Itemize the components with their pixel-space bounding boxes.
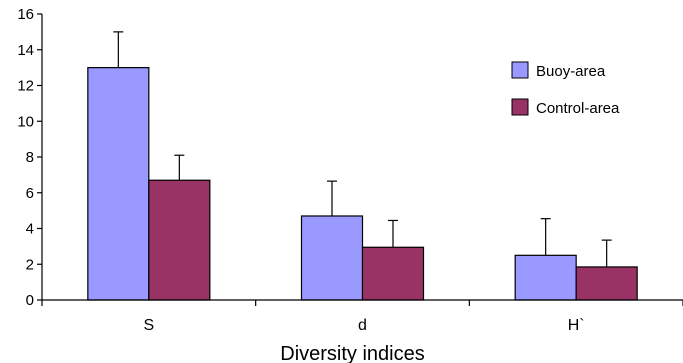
category-label: H` (568, 317, 585, 334)
y-tick-label: 16 (17, 6, 34, 23)
y-tick-label: 12 (17, 78, 34, 95)
y-axis-ticks (37, 13, 42, 301)
legend-label-buoy-area: Buoy-area (536, 63, 606, 80)
bar-buoy-area-0 (87, 67, 150, 301)
legend: Buoy-area Control-area (511, 61, 620, 117)
bar-buoy-area-1 (300, 215, 364, 301)
y-tick-label: 0 (26, 292, 34, 309)
x-axis-title: Diversity indices (280, 343, 424, 363)
legend-label-control-area: Control-area (536, 100, 620, 117)
bar-control-area-1 (361, 246, 425, 301)
y-tick-label: 6 (26, 185, 34, 202)
y-axis-tick-labels: 0 2 4 6 8 10 12 14 16 (17, 6, 34, 309)
bars (87, 67, 638, 301)
bar-buoy-area-2 (514, 254, 577, 301)
x-axis-ticks (41, 300, 683, 306)
y-tick-label: 14 (17, 42, 34, 59)
legend-swatch-buoy-area (511, 61, 529, 79)
legend-swatch-control-area (511, 98, 529, 116)
y-tick-label: 8 (26, 149, 34, 166)
y-tick-label: 4 (26, 221, 34, 238)
bar-control-area-2 (575, 266, 638, 301)
bar-control-area-0 (148, 179, 211, 301)
category-label: d (358, 317, 367, 334)
y-tick-label: 2 (26, 256, 34, 273)
error-bars (113, 31, 612, 267)
category-label: S (143, 317, 154, 334)
y-tick-label: 10 (17, 113, 34, 130)
